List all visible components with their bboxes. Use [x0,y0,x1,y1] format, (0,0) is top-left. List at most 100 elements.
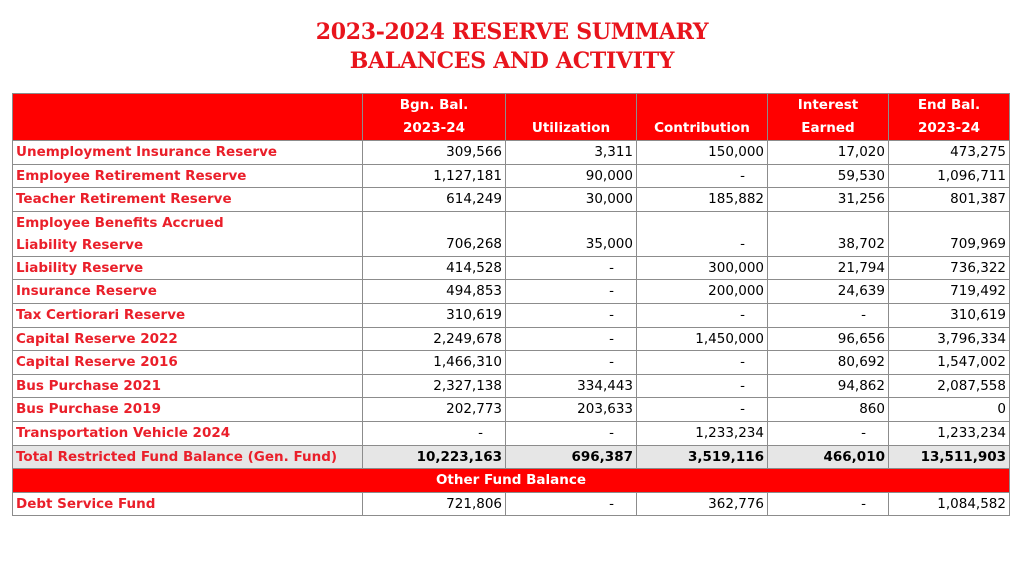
cell-value: 59,530 [767,163,889,189]
cell-value: - [505,326,637,352]
cell-value: 2,087,558 [888,373,1010,399]
table-row: Employee Benefits Accrued Liability Reser… [12,210,1010,257]
row-label: Liability Reserve [12,255,363,281]
cell-value: - [505,350,637,375]
cell-value: 310,619 [888,302,1010,328]
title-line-2: BALANCES AND ACTIVITY [349,48,675,74]
cell-value: 21,794 [767,255,889,281]
table-row: Capital Reserve 2022 2,249,678 - 1,450,0… [12,326,1010,352]
cell-value: - [767,420,889,446]
cell-value: 3,311 [505,140,637,165]
table-row: Tax Certiorari Reserve 310,619 - - - 310… [12,302,1010,328]
header-utilization: Utilization [505,93,637,141]
cell-value: 24,639 [767,279,889,304]
title-line-1: 2023-2024 RESERVE SUMMARY [315,19,709,45]
header-beginning-balance: Bgn. Bal. 2023-24 [362,93,506,141]
cell-value: 1,096,711 [888,163,1010,189]
row-label: Capital Reserve 2022 [12,326,363,352]
table-row: Unemployment Insurance Reserve 309,566 3… [12,140,1010,165]
cell-value: - [505,302,637,328]
cell-value: 203,633 [505,397,637,422]
cell-value: 2,249,678 [362,326,506,352]
section-header-row: Other Fund Balance [12,468,1010,493]
page-title: 2023-2024 RESERVE SUMMARY BALANCES AND A… [0,18,1024,76]
cell-value: - [505,255,637,281]
cell-value: 1,233,234 [888,420,1010,446]
row-label: Insurance Reserve [12,279,363,304]
cell-value: 80,692 [767,350,889,375]
cell-value: 38,702 [767,210,889,257]
cell-value: - [505,420,637,446]
cell-value: 17,020 [767,140,889,165]
cell-value: - [636,373,768,399]
total-value: 10,223,163 [362,444,506,470]
cell-value: 1,466,310 [362,350,506,375]
row-label: Teacher Retirement Reserve [12,187,363,212]
table-row: Liability Reserve 414,528 - 300,000 21,7… [12,255,1010,281]
table-row: Bus Purchase 2019 202,773 203,633 - 860 … [12,397,1010,422]
cell-value: - [362,420,506,446]
row-label: Employee Retirement Reserve [12,163,363,189]
row-label: Bus Purchase 2021 [12,373,363,399]
cell-value: 300,000 [636,255,768,281]
table-row: Debt Service Fund 721,806 - 362,776 - 1,… [12,491,1010,517]
cell-value: 35,000 [505,210,637,257]
table-header-row: Bgn. Bal. 2023-24 Utilization Contributio… [12,93,1010,141]
total-row: Total Restricted Fund Balance (Gen. Fund… [12,444,1010,470]
cell-value: 721,806 [362,491,506,517]
row-label: Unemployment Insurance Reserve [12,140,363,165]
cell-value: 362,776 [636,491,768,517]
total-value: 696,387 [505,444,637,470]
cell-value: 801,387 [888,187,1010,212]
cell-value: - [636,163,768,189]
cell-value: 1,127,181 [362,163,506,189]
cell-value: 736,322 [888,255,1010,281]
cell-value: 334,443 [505,373,637,399]
cell-value: 3,796,334 [888,326,1010,352]
cell-value: 0 [888,397,1010,422]
cell-value: - [636,397,768,422]
total-value: 13,511,903 [888,444,1010,470]
total-label: Total Restricted Fund Balance (Gen. Fund… [12,444,363,470]
cell-value: 473,275 [888,140,1010,165]
cell-value: 414,528 [362,255,506,281]
header-ending-balance: End Bal. 2023-24 [888,93,1010,141]
cell-value: 719,492 [888,279,1010,304]
section-title: Other Fund Balance [12,468,1010,493]
row-label: Debt Service Fund [12,491,363,517]
table-row: Employee Retirement Reserve 1,127,181 90… [12,163,1010,189]
cell-value: - [636,302,768,328]
cell-value: - [505,279,637,304]
cell-value: - [636,350,768,375]
total-value: 3,519,116 [636,444,768,470]
cell-value: - [767,302,889,328]
cell-value: 1,547,002 [888,350,1010,375]
cell-value: 31,256 [767,187,889,212]
cell-value: 860 [767,397,889,422]
table-row: Capital Reserve 2016 1,466,310 - - 80,69… [12,350,1010,375]
cell-value: 90,000 [505,163,637,189]
row-label: Transportation Vehicle 2024 [12,420,363,446]
cell-value: - [505,491,637,517]
table-row: Insurance Reserve 494,853 - 200,000 24,6… [12,279,1010,304]
total-value: 466,010 [767,444,889,470]
header-contribution: Contribution [636,93,768,141]
cell-value: 614,249 [362,187,506,212]
cell-value: 150,000 [636,140,768,165]
cell-value: 1,450,000 [636,326,768,352]
cell-value: 202,773 [362,397,506,422]
cell-value: 185,882 [636,187,768,212]
table-row: Transportation Vehicle 2024 - - 1,233,23… [12,420,1010,446]
row-label: Bus Purchase 2019 [12,397,363,422]
cell-value: 1,233,234 [636,420,768,446]
cell-value: - [636,210,768,257]
cell-value: 310,619 [362,302,506,328]
row-label: Tax Certiorari Reserve [12,302,363,328]
header-interest-earned: Interest Earned [767,93,889,141]
cell-value: 706,268 [362,210,506,257]
cell-value: 494,853 [362,279,506,304]
cell-value: 1,084,582 [888,491,1010,517]
cell-value: 96,656 [767,326,889,352]
table-row: Bus Purchase 2021 2,327,138 334,443 - 94… [12,373,1010,399]
cell-value: 200,000 [636,279,768,304]
